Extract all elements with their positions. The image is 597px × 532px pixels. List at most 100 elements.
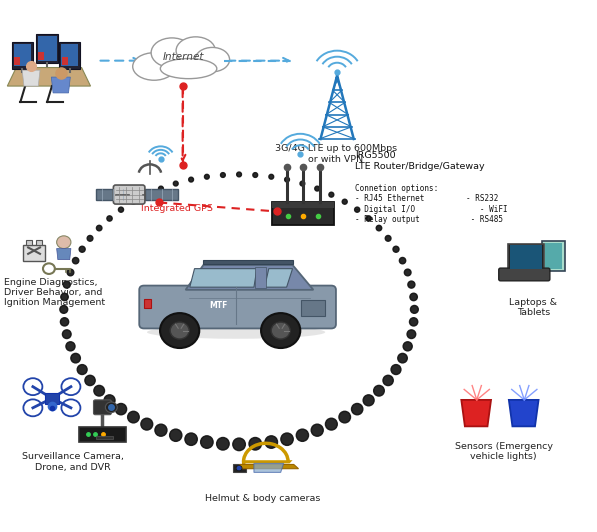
Point: [218, 439, 227, 448]
Bar: [12, 42, 33, 69]
Point: [62, 330, 72, 338]
Text: MTF: MTF: [209, 301, 227, 310]
Text: Surveillance Camera,
Drone, and DVR: Surveillance Camera, Drone, and DVR: [21, 452, 124, 472]
FancyBboxPatch shape: [498, 268, 550, 281]
Point: [251, 171, 260, 179]
Point: [403, 268, 413, 277]
Circle shape: [271, 322, 290, 339]
FancyBboxPatch shape: [113, 185, 145, 204]
Polygon shape: [255, 267, 266, 288]
Point: [104, 396, 114, 404]
Point: [60, 293, 69, 301]
Polygon shape: [461, 400, 491, 426]
Point: [327, 420, 336, 428]
Ellipse shape: [195, 47, 230, 72]
Polygon shape: [509, 400, 538, 426]
Point: [364, 214, 373, 223]
Polygon shape: [186, 265, 313, 290]
Point: [62, 280, 72, 289]
Point: [398, 256, 407, 265]
Polygon shape: [236, 464, 298, 469]
Polygon shape: [38, 52, 44, 60]
Bar: [38, 36, 57, 61]
Bar: [59, 42, 80, 69]
Circle shape: [160, 313, 199, 348]
Point: [129, 197, 139, 206]
Bar: [45, 393, 59, 404]
Polygon shape: [57, 248, 71, 260]
Point: [407, 330, 416, 338]
Point: [186, 435, 196, 444]
Point: [409, 293, 418, 301]
Point: [71, 354, 81, 362]
Polygon shape: [264, 269, 293, 287]
Text: Sensors (Emergency
vehicle lights): Sensors (Emergency vehicle lights): [454, 442, 552, 461]
Point: [374, 386, 384, 395]
Circle shape: [261, 313, 300, 348]
Point: [403, 342, 413, 351]
Ellipse shape: [133, 53, 176, 80]
Bar: [36, 239, 42, 245]
Bar: [97, 189, 129, 201]
Point: [171, 431, 180, 439]
Ellipse shape: [147, 326, 325, 339]
Point: [142, 420, 152, 428]
Text: Laptops &
Tablets: Laptops & Tablets: [509, 298, 557, 317]
Point: [409, 318, 418, 326]
Ellipse shape: [161, 59, 217, 79]
Polygon shape: [7, 68, 91, 86]
Point: [186, 176, 196, 184]
Point: [85, 234, 95, 243]
Point: [374, 224, 384, 232]
Point: [312, 426, 322, 435]
Point: [298, 179, 307, 188]
Text: Engine Diagnostics,
Driver Behavior, and
Ignition Management: Engine Diagnostics, Driver Behavior, and…: [4, 278, 106, 307]
Point: [85, 376, 95, 385]
Bar: [14, 44, 31, 66]
Bar: [36, 34, 59, 63]
Point: [202, 438, 212, 446]
Point: [104, 214, 114, 223]
Text: Helmut & body cameras: Helmut & body cameras: [205, 494, 321, 503]
Point: [251, 439, 260, 448]
Polygon shape: [204, 260, 293, 264]
Point: [298, 431, 307, 439]
Polygon shape: [61, 57, 67, 65]
Bar: [146, 189, 178, 201]
Point: [266, 438, 276, 446]
Bar: [542, 240, 565, 271]
Bar: [508, 244, 544, 270]
Point: [282, 435, 292, 444]
Point: [364, 396, 373, 404]
Point: [202, 172, 212, 181]
Bar: [233, 464, 246, 472]
FancyBboxPatch shape: [94, 400, 111, 415]
Point: [352, 205, 362, 214]
Bar: [23, 245, 45, 261]
Point: [352, 405, 362, 413]
Bar: [79, 427, 126, 442]
Bar: [144, 299, 151, 309]
Point: [116, 205, 126, 214]
Point: [282, 176, 292, 184]
Text: Internet: Internet: [163, 52, 205, 62]
Bar: [61, 44, 78, 66]
Point: [340, 413, 349, 421]
Ellipse shape: [151, 38, 193, 68]
Point: [71, 256, 81, 265]
Point: [94, 386, 104, 395]
Polygon shape: [190, 269, 257, 287]
Point: [383, 376, 393, 385]
Point: [94, 224, 104, 232]
Bar: [97, 436, 113, 438]
Bar: [510, 245, 542, 269]
Bar: [272, 203, 334, 225]
Text: Connetion options:
- RJ45 Ethernet         - RS232
- Digital I/O              - : Connetion options: - RJ45 Ethernet - RS2…: [355, 184, 507, 224]
Point: [266, 172, 276, 181]
Point: [78, 245, 87, 254]
Point: [171, 179, 180, 188]
Point: [66, 268, 75, 277]
Point: [156, 426, 166, 435]
Point: [156, 184, 166, 193]
Point: [391, 245, 401, 254]
